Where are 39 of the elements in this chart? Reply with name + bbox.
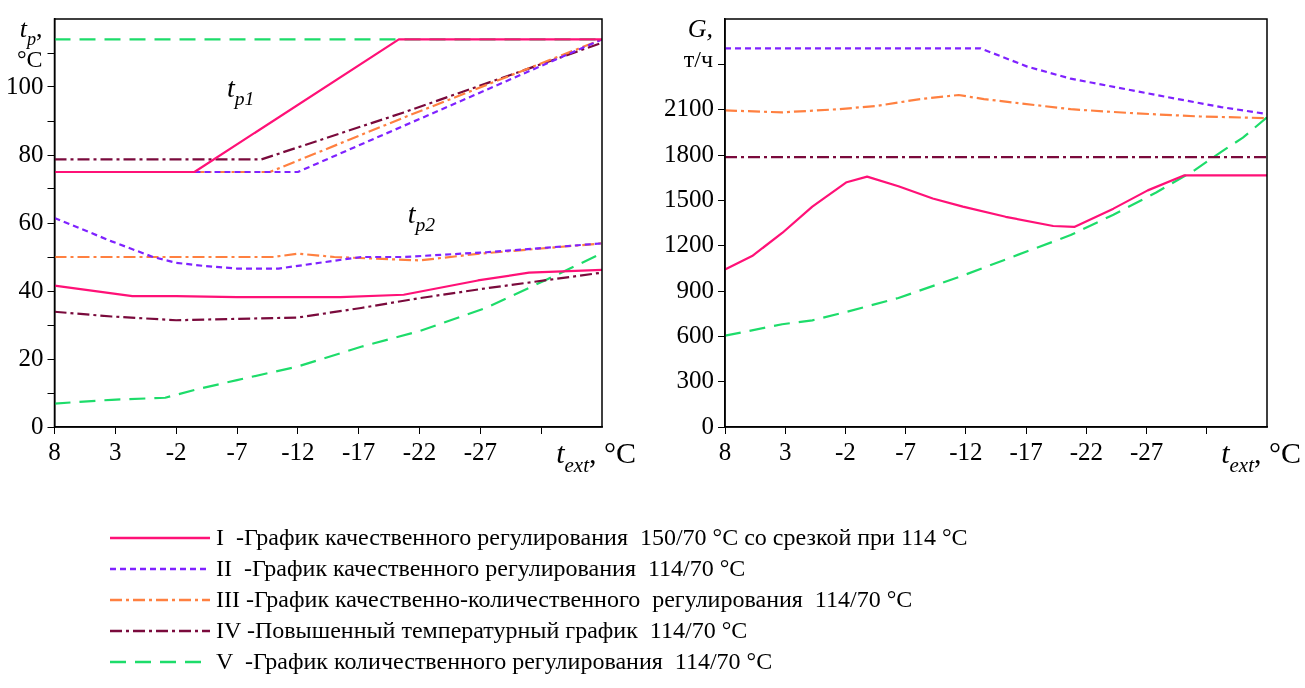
x-tick-label: 3 [109, 437, 122, 465]
y-tick-label: 300 [676, 366, 714, 394]
x-tick-label: -22 [402, 437, 437, 465]
x-tick-label: 3 [778, 437, 792, 465]
legend-label: III -График качественно-количественного регулирования 114/70 °C [216, 586, 913, 613]
y-tick-label: 600 [676, 320, 714, 348]
y-tick-label: 100 [6, 71, 44, 99]
legend-label: I -График качественного регулирования 150/70 °C со срезкой при 114 °C [216, 524, 968, 551]
y-tick-label: 0 [31, 411, 44, 439]
legend-label: V -График количественного регулирования 114/70 °C [216, 648, 773, 675]
line-series [725, 93, 1267, 120]
x-tick-label: 8 [48, 437, 61, 465]
x-tick-label: -2 [165, 437, 187, 465]
y-tick-label: 900 [676, 275, 714, 303]
x-tick-label: -22 [1069, 437, 1103, 465]
y-tick-label: 0 [701, 411, 714, 439]
y-tick-label: 1200 [664, 230, 714, 258]
x-tick-label: -12 [949, 437, 983, 465]
x-tick-label: -12 [281, 437, 315, 465]
y-tick-label: 1500 [664, 184, 714, 212]
x-tick-label: -2 [835, 437, 856, 465]
legend-label: II -График качественного регулирования 114/70 °C [216, 555, 746, 582]
legend-label: IV -Повышенный температурный график 114/70 °C [216, 617, 748, 644]
y-tick-label: 60 [18, 207, 44, 235]
line-series [725, 116, 1267, 337]
y-tick-label: 40 [18, 275, 44, 303]
y-tick-label: 2100 [664, 94, 714, 122]
line-series [54, 271, 602, 322]
y-tick-label: 20 [18, 343, 44, 371]
x-tick-label: -17 [342, 437, 376, 465]
x-tick-label: 8 [718, 437, 732, 465]
x-tick-label: -17 [1009, 437, 1043, 465]
y-tick-label: 80 [18, 139, 44, 167]
y-tick-label: 1800 [664, 139, 714, 167]
x-tick-label: -7 [895, 437, 917, 465]
y-axis-title: G, т/ч [683, 14, 714, 72]
x-tick-label: -27 [463, 437, 497, 465]
x-tick-label: -7 [226, 437, 248, 465]
x-tick-label: -27 [1129, 437, 1164, 465]
